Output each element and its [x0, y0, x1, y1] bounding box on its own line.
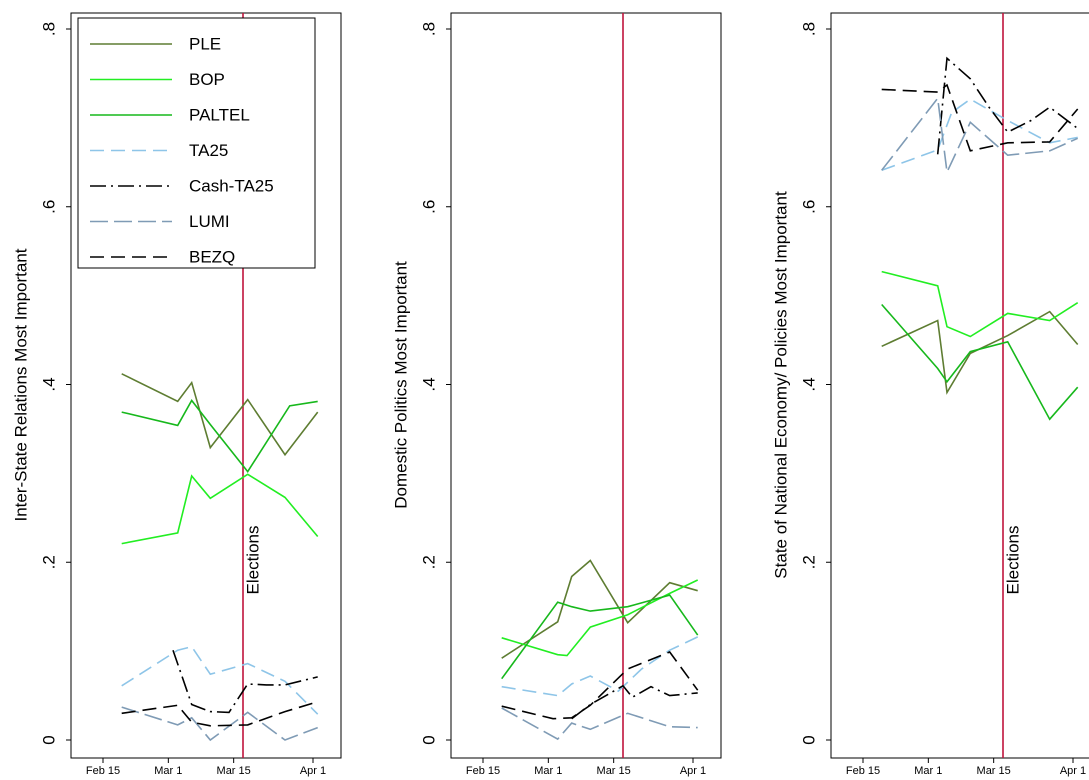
series-line-ta25	[121, 645, 319, 715]
y-tick-label: .6	[800, 200, 819, 214]
series-line-ple	[121, 373, 319, 457]
series-line-lumi	[881, 96, 1079, 175]
legend-label-ple: PLE	[189, 35, 221, 54]
series-line-ple	[501, 559, 698, 659]
legend-label-paltel: PALTEL	[189, 106, 250, 125]
x-tick-label: Mar 1	[154, 765, 182, 777]
legend: PLE BOP PALTEL TA25 Cash-TA25 LUMI BEZQ	[77, 17, 316, 269]
y-tick-label: .8	[800, 22, 819, 36]
series-line-paltel	[121, 399, 318, 473]
x-tick-label: Feb 15	[86, 765, 120, 777]
y-tick-label: .2	[800, 555, 819, 569]
y-tick-label: .6	[420, 200, 439, 214]
series-line-lumi	[501, 707, 698, 741]
plot-frame	[830, 12, 1089, 759]
x-tick-label: Apr 1	[1060, 765, 1086, 777]
elections-label: Elections	[1004, 526, 1023, 595]
x-tick-label: Mar 15	[977, 765, 1011, 777]
series-line-lumi	[121, 706, 318, 742]
series-line-cash-ta25	[172, 649, 318, 714]
y-axis-title: Domestic Politics Most Important	[392, 261, 411, 509]
legend-label-cash-ta25: Cash-TA25	[189, 177, 274, 196]
y-tick-label: .4	[800, 377, 819, 391]
y-tick-label: .8	[420, 22, 439, 36]
elections-label: Elections	[244, 526, 263, 595]
x-tick-label: Feb 15	[466, 765, 500, 777]
series-line-bop	[121, 473, 319, 545]
series-line-bezq	[501, 651, 699, 720]
series-line-paltel	[501, 594, 699, 680]
plot-frame	[450, 12, 722, 759]
series-line-cash-ta25	[936, 56, 1079, 155]
y-tick-label: .2	[420, 555, 439, 569]
panel-1: 0 .2 .4 .6 .8 Feb 15 Mar 1 Mar 15 Apr 1 Inter-Sta…	[12, 12, 342, 777]
series-line-bop	[501, 579, 699, 657]
x-tick-label: Apr 1	[300, 765, 326, 777]
x-tick-label: Mar 1	[534, 765, 562, 777]
x-tick-label: Feb 15	[846, 765, 880, 777]
panel-2: 0 .2 .4 .6 .8 Feb 15 Mar 1 Mar 15 Apr 1 Domestic …	[392, 12, 722, 777]
x-tick-label: Mar 15	[597, 765, 631, 777]
x-tick-label: Apr 1	[680, 765, 706, 777]
series-line-ta25	[501, 636, 699, 697]
series-line-ta25	[881, 98, 1078, 172]
y-tick-label: 0	[420, 735, 439, 744]
y-tick-label: .6	[40, 200, 59, 214]
x-tick-label: Mar 15	[217, 765, 251, 777]
y-tick-label: .4	[40, 377, 59, 391]
y-tick-label: 0	[40, 735, 59, 744]
x-tick-label: Mar 1	[914, 765, 942, 777]
legend-label-bezq: BEZQ	[189, 248, 235, 267]
series-line-bezq	[121, 701, 318, 727]
series-line-paltel	[881, 303, 1079, 421]
legend-label-bop: BOP	[189, 70, 225, 89]
series-line-bop	[881, 270, 1079, 338]
y-tick-label: .4	[420, 377, 439, 391]
series-line-bezq	[881, 83, 1079, 152]
y-axis-title: Inter-State Relations Most Important	[12, 248, 31, 521]
legend-label-ta25: TA25	[189, 141, 228, 160]
y-tick-label: .2	[40, 555, 59, 569]
series-line-ple	[881, 310, 1079, 395]
plot-frame	[70, 12, 342, 759]
series-line-cash-ta25	[571, 684, 698, 720]
y-tick-label: .8	[40, 22, 59, 36]
panel-3: 0 .2 .4 .6 .8 Feb 15 Mar 1 Mar 15 Apr 1 State of …	[772, 12, 1089, 777]
legend-box	[77, 17, 316, 269]
legend-label-lumi: LUMI	[189, 212, 230, 231]
y-axis-title: State of National Economy/ Policies Most…	[772, 191, 791, 579]
y-tick-label: 0	[800, 735, 819, 744]
